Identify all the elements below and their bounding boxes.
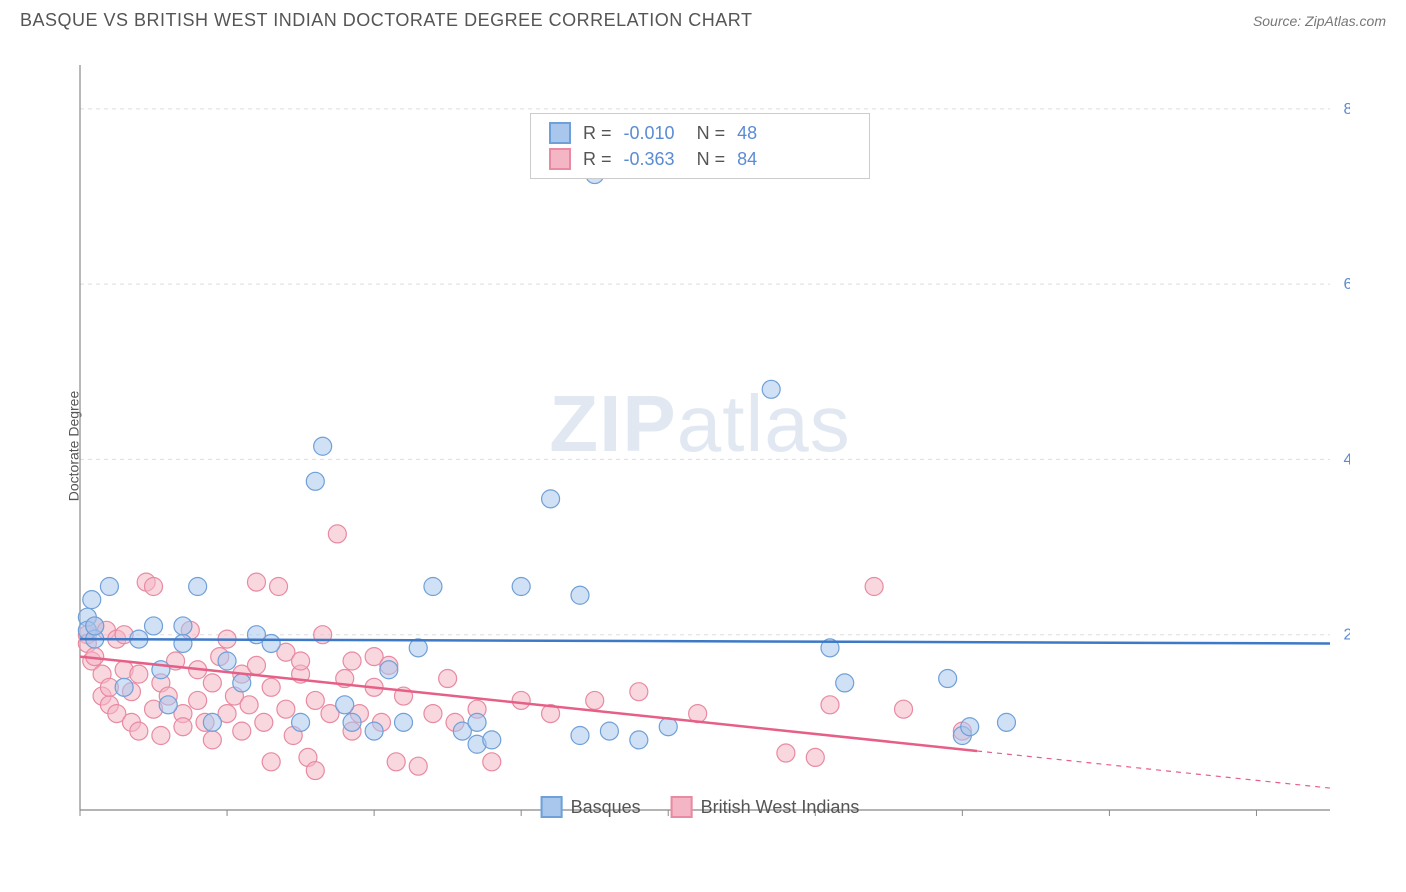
svg-text:6.0%: 6.0% [1344,276,1350,293]
legend-series: Basques British West Indians [541,796,860,818]
legend-swatch-bwi [549,148,571,170]
legend-item-basques: Basques [541,796,641,818]
svg-text:0.0%: 0.0% [80,821,116,823]
legend-stats-row-basques: R = -0.010 N = 48 [549,120,851,146]
legend-label-bwi: British West Indians [701,797,860,818]
legend-swatch-bwi [671,796,693,818]
svg-text:2.0%: 2.0% [1344,627,1350,644]
legend-stats: R = -0.010 N = 48 R = -0.363 N = 84 [530,113,870,179]
source-attribution: Source: ZipAtlas.com [1253,13,1386,29]
chart-area: ZIPatlas 0.0%8.0%2.0%4.0%6.0%8.0% R = -0… [50,55,1350,823]
legend-swatch-basques [541,796,563,818]
legend-swatch-basques [549,122,571,144]
n-label: N = [697,149,726,170]
n-value-bwi: 84 [737,149,757,170]
svg-text:4.0%: 4.0% [1344,451,1350,468]
source-prefix: Source: [1253,13,1305,29]
page-title: BASQUE VS BRITISH WEST INDIAN DOCTORATE … [20,10,752,31]
legend-item-bwi: British West Indians [671,796,860,818]
n-label: N = [697,123,726,144]
header: BASQUE VS BRITISH WEST INDIAN DOCTORATE … [0,0,1406,31]
r-value-basques: -0.010 [624,123,675,144]
legend-stats-row-bwi: R = -0.363 N = 84 [549,146,851,172]
svg-text:8.0%: 8.0% [1220,821,1256,823]
legend-label-basques: Basques [571,797,641,818]
r-value-bwi: -0.363 [624,149,675,170]
r-label: R = [583,149,612,170]
source-name: ZipAtlas.com [1305,13,1386,29]
n-value-basques: 48 [737,123,757,144]
svg-text:8.0%: 8.0% [1344,101,1350,118]
r-label: R = [583,123,612,144]
